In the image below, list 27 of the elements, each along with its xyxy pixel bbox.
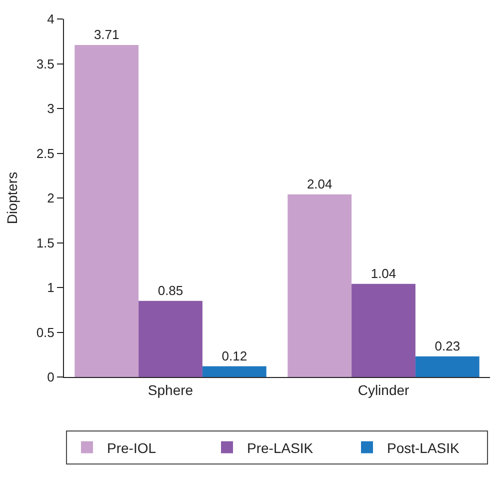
y-tick-label: 1.5: [36, 235, 54, 250]
legend-label: Pre-LASIK: [247, 440, 314, 456]
y-tick-label: 0.5: [36, 324, 54, 340]
data-label: 0.23: [434, 338, 460, 354]
y-tick-label: 4: [47, 12, 54, 27]
data-label: 1.04: [370, 266, 396, 281]
bar: [74, 44, 139, 377]
data-label: 0.12: [222, 348, 248, 364]
bar: [415, 356, 480, 377]
x-tick-label: Sphere: [148, 382, 194, 398]
y-axis-title: Diopters: [4, 172, 20, 224]
bar: [138, 300, 202, 377]
y-tick-label: 1: [47, 280, 54, 296]
data-label: 0.85: [158, 282, 184, 298]
y-tick-label: 0: [47, 370, 54, 385]
bar: [202, 366, 266, 377]
data-label: 3.71: [94, 26, 120, 42]
y-tick-label: 3: [47, 101, 54, 116]
legend-label: Post-LASIK: [387, 440, 460, 456]
y-tick-label: 3.5: [36, 56, 54, 72]
data-label: 2.04: [306, 176, 332, 192]
bar: [352, 284, 416, 377]
y-tick-label: 2: [47, 190, 54, 206]
x-tick-label: Cylinder: [358, 382, 410, 398]
y-tick-label: 2.5: [36, 146, 54, 161]
bar: [288, 194, 352, 377]
legend-label: Pre-IOL: [107, 440, 156, 456]
